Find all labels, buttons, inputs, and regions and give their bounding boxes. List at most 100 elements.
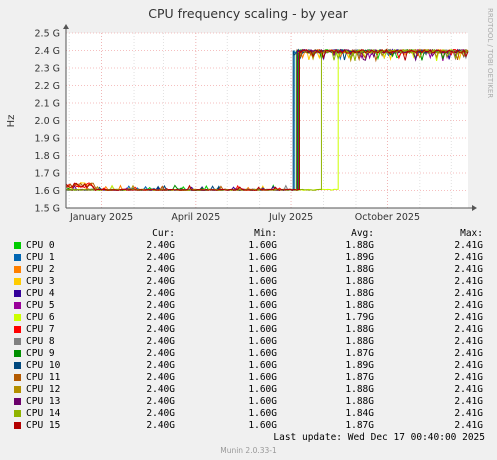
legend-cur-value: 2.40G [146, 336, 175, 347]
legend-row: CPU 9 2.40G 1.60G 1.87G 2.41G [0, 348, 497, 360]
legend-avg-value: 1.84G [345, 408, 374, 419]
legend-swatch [14, 254, 21, 261]
series-line-cpu-14 [65, 48, 469, 191]
legend-swatch [14, 302, 21, 309]
legend-swatch [14, 398, 21, 405]
legend-swatch [14, 386, 21, 393]
legend-row: CPU 10 2.40G 1.60G 1.89G 2.41G [0, 360, 497, 372]
legend-cur-value: 2.40G [146, 252, 175, 263]
legend-swatch [14, 422, 21, 429]
legend-max-value: 2.41G [454, 348, 483, 359]
legend-series-name: CPU 5 [26, 300, 55, 311]
legend-avg-header: Avg: [351, 228, 374, 239]
rrdtool-credit: RRDTOOL / TOBI OETIKER [486, 8, 494, 98]
legend-avg-value: 1.88G [345, 276, 374, 287]
legend-avg-value: 1.88G [345, 396, 374, 407]
legend-cur-value: 2.40G [146, 264, 175, 275]
legend-avg-value: 1.88G [345, 264, 374, 275]
legend-avg-value: 1.88G [345, 240, 374, 251]
axes [63, 24, 477, 211]
legend-row: CPU 5 2.40G 1.60G 1.88G 2.41G [0, 300, 497, 312]
legend-cur-value: 2.40G [146, 300, 175, 311]
x-tick-label: July 2025 [268, 212, 313, 223]
legend-header: Cur: Min: Avg: Max: [0, 228, 497, 240]
y-tick-label: 2.2 G [35, 81, 61, 92]
legend-max-value: 2.41G [454, 372, 483, 383]
y-tick-label: 2.0 G [35, 116, 61, 127]
legend-cur-value: 2.40G [146, 276, 175, 287]
legend-swatch [14, 266, 21, 273]
legend-series-name: CPU 8 [26, 336, 55, 347]
legend-min-value: 1.60G [248, 336, 277, 347]
legend-max-value: 2.41G [454, 324, 483, 335]
legend-swatch [14, 314, 21, 321]
legend-series-name: CPU 9 [26, 348, 55, 359]
y-axis-arrow [63, 24, 69, 29]
legend-avg-value: 1.89G [345, 252, 374, 263]
legend-series-name: CPU 2 [26, 264, 55, 275]
legend-cur-value: 2.40G [146, 360, 175, 371]
legend-cur-value: 2.40G [146, 408, 175, 419]
legend-avg-value: 1.79G [345, 312, 374, 323]
legend-max-value: 2.41G [454, 264, 483, 275]
legend-min-header: Min: [254, 228, 277, 239]
legend-cur-header: Cur: [152, 228, 175, 239]
legend-avg-value: 1.88G [345, 336, 374, 347]
legend-cur-value: 2.40G [146, 396, 175, 407]
legend-max-value: 2.41G [454, 336, 483, 347]
legend-series-name: CPU 6 [26, 312, 55, 323]
x-tick-labels: January 2025 April 2025 July 2025 October 2… [69, 212, 420, 223]
x-tick-label: April 2025 [171, 212, 220, 223]
legend-row: CPU 0 2.40G 1.60G 1.88G 2.41G [0, 240, 497, 252]
legend-max-value: 2.41G [454, 300, 483, 311]
legend-swatch [14, 374, 21, 381]
legend-row: CPU 15 2.40G 1.60G 1.87G 2.41G [0, 420, 497, 432]
y-tick-label: 1.9 G [35, 134, 61, 145]
legend-avg-value: 1.88G [345, 384, 374, 395]
legend-max-value: 2.41G [454, 360, 483, 371]
y-tick-label: 2.5 G [35, 29, 61, 40]
legend-swatch [14, 350, 21, 357]
legend-cur-value: 2.40G [146, 240, 175, 251]
y-tick-label: 2.4 G [35, 46, 61, 57]
legend-max-value: 2.41G [454, 384, 483, 395]
legend-min-value: 1.60G [248, 240, 277, 251]
legend-series-name: CPU 12 [26, 384, 61, 395]
legend-avg-value: 1.88G [345, 300, 374, 311]
legend-row: CPU 4 2.40G 1.60G 1.88G 2.41G [0, 288, 497, 300]
legend-cur-value: 2.40G [146, 372, 175, 383]
y-tick-label: 1.8 G [35, 151, 61, 162]
legend-row: CPU 12 2.40G 1.60G 1.88G 2.41G [0, 384, 497, 396]
legend-swatch [14, 242, 21, 249]
grid-lines [66, 32, 468, 209]
legend-series-name: CPU 7 [26, 324, 55, 335]
last-update: Last update: Wed Dec 17 00:40:00 2025 [273, 432, 485, 443]
legend-swatch [14, 278, 21, 285]
y-tick-label: 1.5 G [35, 204, 61, 215]
y-tick-label: 2.3 G [35, 64, 61, 75]
legend-series-name: CPU 13 [26, 396, 61, 407]
legend-row: CPU 8 2.40G 1.60G 1.88G 2.41G [0, 336, 497, 348]
legend-max-value: 2.41G [454, 420, 483, 431]
legend-avg-value: 1.87G [345, 372, 374, 383]
legend-cur-value: 2.40G [146, 312, 175, 323]
cpu-frequency-chart: CPU frequency scaling - by year Hz RRDTO… [6, 6, 494, 223]
legend-avg-value: 1.89G [345, 360, 374, 371]
legend-swatch [14, 326, 21, 333]
legend-avg-value: 1.87G [345, 348, 374, 359]
legend-series-name: CPU 10 [26, 360, 61, 371]
series-lines [65, 48, 469, 191]
legend-min-value: 1.60G [248, 324, 277, 335]
legend-avg-value: 1.87G [345, 420, 374, 431]
legend-row: CPU 6 2.40G 1.60G 1.79G 2.41G [0, 312, 497, 324]
legend-series-name: CPU 4 [26, 288, 55, 299]
legend-min-value: 1.60G [248, 300, 277, 311]
x-axis-arrow [472, 205, 477, 211]
legend-min-value: 1.60G [248, 360, 277, 371]
legend-min-value: 1.60G [248, 408, 277, 419]
x-tick-label: January 2025 [69, 212, 133, 223]
legend-cur-value: 2.40G [146, 348, 175, 359]
legend-min-value: 1.60G [248, 312, 277, 323]
legend-min-value: 1.60G [248, 396, 277, 407]
legend-cur-value: 2.40G [146, 324, 175, 335]
